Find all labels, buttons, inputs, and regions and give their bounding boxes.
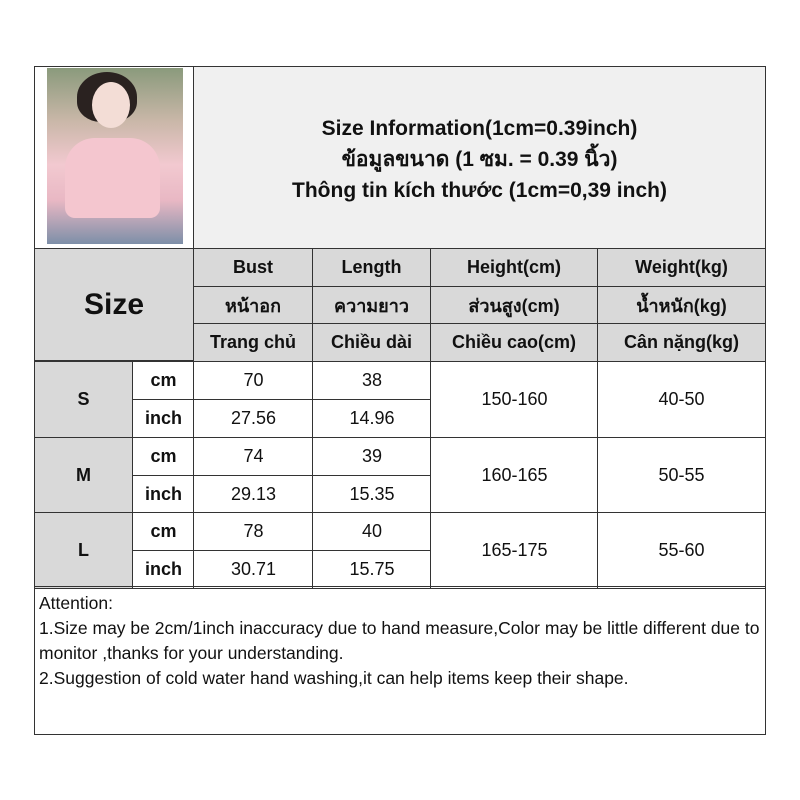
header-length-th: ความยาว (312, 286, 431, 324)
title-th: ข้อมูลขนาด (1 ซม. = 0.39 นิ้ว) (341, 148, 618, 171)
title-block: Size Information(1cm=0.39inch) ข้อมูลขนา… (193, 66, 766, 249)
bust-value: 70 (193, 361, 314, 400)
title-vi: Thông tin kích thước (1cm=0,39 inch) (292, 179, 667, 202)
size-label: S (34, 361, 133, 438)
size-label: M (34, 436, 133, 514)
header-height-vi: Chiều cao(cm) (430, 323, 598, 362)
size-header: Size (34, 248, 194, 361)
product-photo (47, 68, 183, 244)
bust-value: 78 (193, 512, 314, 551)
header-weight-vi: Cân nặng(kg) (597, 323, 766, 362)
length-value: 15.35 (312, 474, 432, 514)
length-value: 14.96 (312, 399, 432, 438)
bust-value: 74 (193, 436, 314, 476)
length-value: 39 (312, 436, 432, 476)
weight-range: 55-60 (597, 512, 766, 589)
length-value: 38 (312, 361, 432, 400)
size-label: L (34, 512, 133, 589)
length-value: 40 (312, 512, 432, 551)
title-en: Size Information(1cm=0.39inch) (321, 117, 638, 140)
weight-range: 40-50 (597, 361, 766, 438)
header-bust-th: หน้าอก (193, 286, 313, 324)
attention-title: Attention: (39, 593, 113, 613)
header-height-th: ส่วนสูง(cm) (430, 286, 598, 324)
unit-label: inch (132, 550, 195, 589)
weight-range: 50-55 (597, 436, 766, 514)
height-range: 165-175 (430, 512, 599, 589)
header-length-vi: Chiều dài (312, 323, 431, 362)
unit-label: inch (132, 399, 195, 438)
height-range: 150-160 (430, 361, 599, 438)
attention-notes: Attention: 1.Size may be 2cm/1inch inacc… (34, 586, 766, 735)
header-length-en: Length (312, 248, 431, 287)
header-weight-th: น้ำหนัก(kg) (597, 286, 766, 324)
unit-label: cm (132, 436, 195, 476)
header-height-en: Height(cm) (430, 248, 598, 287)
bust-value: 29.13 (193, 474, 314, 514)
unit-label: cm (132, 361, 195, 400)
bust-value: 27.56 (193, 399, 314, 438)
header-weight-en: Weight(kg) (597, 248, 766, 287)
unit-label: cm (132, 512, 195, 551)
unit-label: inch (132, 474, 195, 514)
attention-note-2: 2.Suggestion of cold water hand washing,… (39, 668, 629, 688)
bust-value: 30.71 (193, 550, 314, 589)
length-value: 15.75 (312, 550, 432, 589)
attention-note-1: 1.Size may be 2cm/1inch inaccuracy due t… (39, 618, 760, 663)
height-range: 160-165 (430, 436, 599, 514)
header-bust-en: Bust (193, 248, 313, 287)
header-bust-vi: Trang chủ (193, 323, 313, 362)
